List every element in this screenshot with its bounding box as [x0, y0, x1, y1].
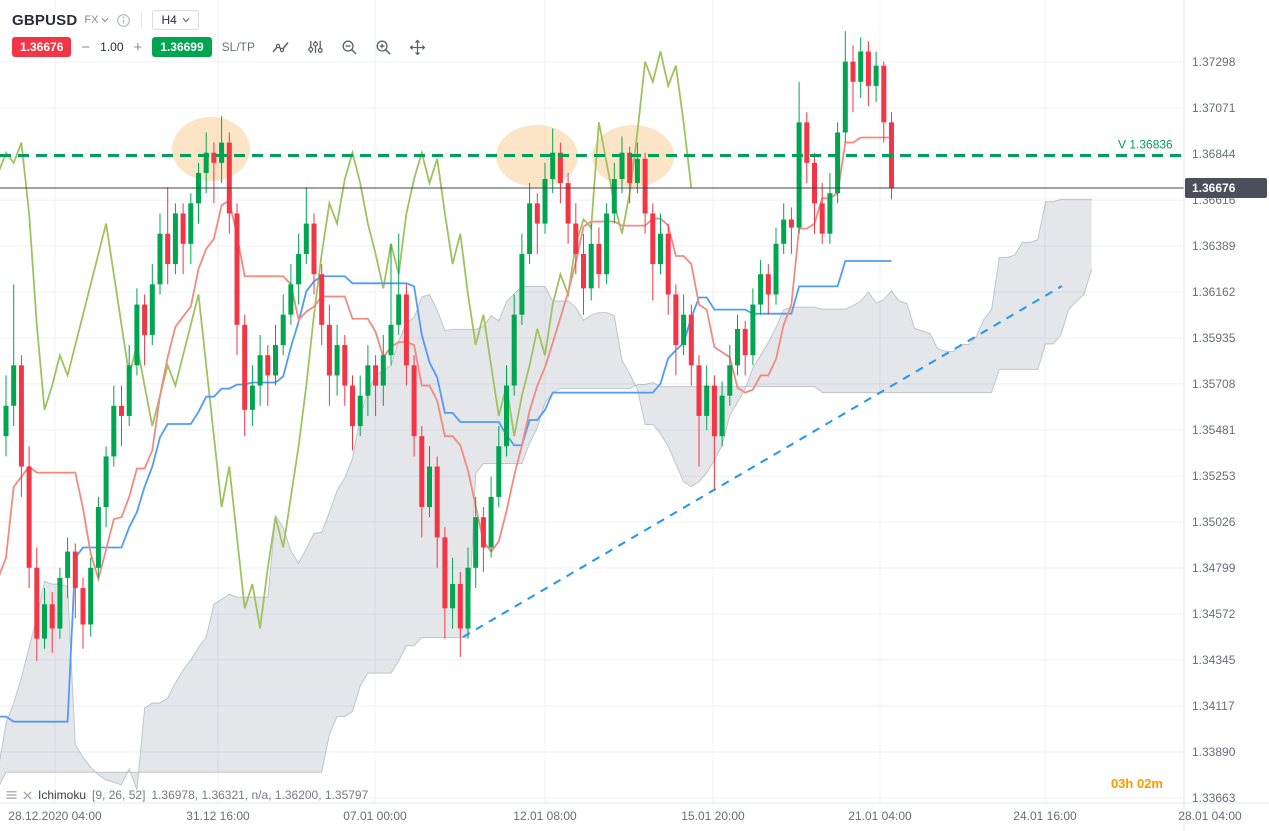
- symbol-name[interactable]: GBPUSD: [12, 11, 78, 29]
- svg-text:1.36162: 1.36162: [1192, 285, 1236, 299]
- indicator-legend: Ichimoku [9, 26, 52] 1.36978, 1.36321, n…: [6, 788, 368, 802]
- sltp-button[interactable]: SL/TP: [221, 40, 256, 54]
- market-type-dropdown[interactable]: FX: [84, 14, 109, 26]
- svg-text:1.35481: 1.35481: [1192, 423, 1236, 437]
- legend-close-icon[interactable]: [23, 790, 32, 800]
- zoom-in-icon[interactable]: [375, 39, 392, 56]
- ichimoku-cloud: [0, 198, 1093, 791]
- svg-text:1.35708: 1.35708: [1192, 377, 1236, 391]
- drawings[interactable]: V 1.36836: [0, 138, 1184, 638]
- svg-text:21.01 04:00: 21.01 04:00: [848, 809, 912, 823]
- pan-icon[interactable]: [409, 39, 426, 56]
- chevron-down-icon: [182, 17, 190, 23]
- svg-text:1.34117: 1.34117: [1192, 699, 1235, 713]
- svg-text:1.37071: 1.37071: [1192, 101, 1236, 115]
- svg-text:07.01 00:00: 07.01 00:00: [343, 809, 407, 823]
- svg-text:1.34799: 1.34799: [1192, 561, 1236, 575]
- indicator-values: 1.36978, 1.36321, n/a, 1.36200, 1.35797: [151, 788, 369, 802]
- chevron-down-icon: [101, 17, 109, 23]
- svg-text:1.36844: 1.36844: [1192, 147, 1236, 161]
- info-icon-glyph: [117, 13, 131, 27]
- svg-text:V 1.36836: V 1.36836: [1118, 138, 1173, 152]
- svg-text:12.01 08:00: 12.01 08:00: [513, 809, 577, 823]
- svg-text:24.01 16:00: 24.01 16:00: [1013, 809, 1077, 823]
- ichimoku-lines: [0, 51, 892, 723]
- svg-text:1.33663: 1.33663: [1192, 791, 1236, 805]
- market-type-label: FX: [84, 14, 99, 26]
- svg-text:31.12 16:00: 31.12 16:00: [186, 809, 250, 823]
- info-icon[interactable]: [116, 13, 131, 28]
- timeframe-button[interactable]: H4: [152, 10, 199, 30]
- svg-text:28.12.2020 04:00: 28.12.2020 04:00: [8, 809, 102, 823]
- indicator-params: [9, 26, 52]: [92, 788, 146, 802]
- indicator-name[interactable]: Ichimoku: [38, 788, 87, 802]
- chart-type-icon[interactable]: [272, 40, 290, 55]
- svg-text:1.35253: 1.35253: [1192, 469, 1236, 483]
- trade-panel: 1.36676 − 1.00 + 1.36699 SL/TP: [12, 37, 426, 57]
- timeframe-label: H4: [161, 13, 177, 27]
- svg-text:1.36676: 1.36676: [1192, 181, 1236, 195]
- sell-button[interactable]: 1.36676: [12, 37, 72, 57]
- svg-text:1.35026: 1.35026: [1192, 515, 1236, 529]
- divider: [141, 12, 143, 28]
- svg-text:1.35935: 1.35935: [1192, 331, 1236, 345]
- quantity-increase-button[interactable]: +: [133, 38, 143, 56]
- svg-text:1.34572: 1.34572: [1192, 607, 1236, 621]
- svg-text:28.01 04:00: 28.01 04:00: [1178, 809, 1242, 823]
- buy-button[interactable]: 1.36699: [152, 37, 212, 57]
- svg-text:1.36389: 1.36389: [1192, 239, 1236, 253]
- zoom-out-icon[interactable]: [341, 39, 358, 56]
- indicators-icon[interactable]: [307, 39, 324, 55]
- svg-text:1.37298: 1.37298: [1192, 55, 1236, 69]
- symbol-panel: GBPUSD FX H4: [12, 10, 199, 30]
- svg-text:1.34345: 1.34345: [1192, 653, 1236, 667]
- quantity-decrease-button[interactable]: −: [81, 38, 91, 56]
- svg-text:1.33890: 1.33890: [1192, 745, 1236, 759]
- svg-text:15.01 20:00: 15.01 20:00: [681, 809, 745, 823]
- legend-menu-icon[interactable]: [6, 790, 17, 800]
- candle-countdown: 03h 02m: [1110, 776, 1163, 791]
- quantity-value[interactable]: 1.00: [100, 40, 124, 54]
